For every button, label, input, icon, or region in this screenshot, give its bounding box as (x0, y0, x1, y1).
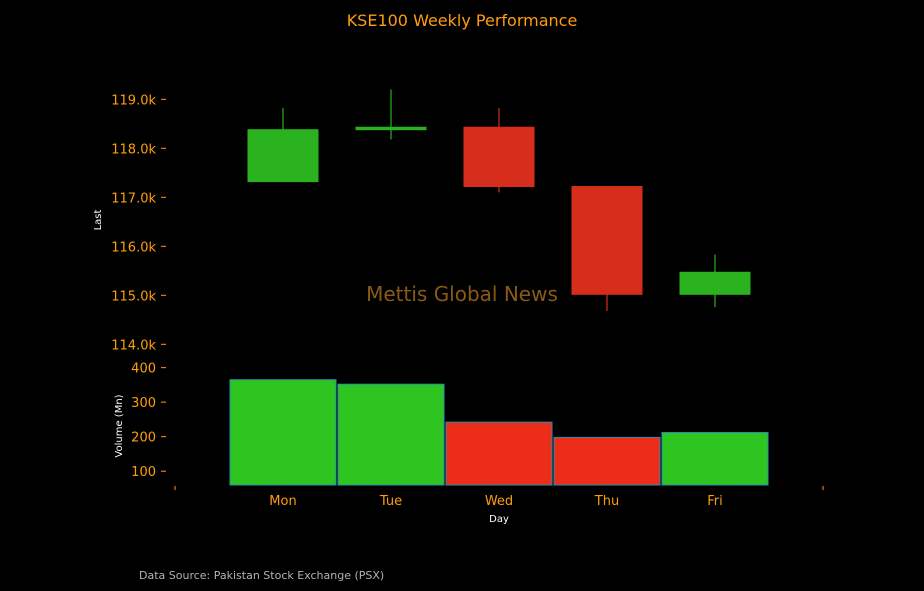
volume-panel: 100 200 300 400 Mon Tue Wed Thu Fri (131, 362, 824, 509)
volume-tick-label: 400 (131, 362, 156, 377)
price-tick-label: 117.0k (111, 191, 156, 206)
day-tick-label: Thu (594, 494, 619, 509)
price-tick-label: 114.0k (111, 338, 156, 353)
chart-title: KSE100 Weekly Performance (347, 11, 578, 30)
x-axis-label: Day (489, 514, 509, 525)
day-tick-label: Tue (379, 494, 402, 509)
volume-bar (661, 432, 769, 486)
data-source-note: Data Source: Pakistan Stock Exchange (PS… (139, 569, 385, 582)
volume-tick-label: 300 (131, 396, 156, 411)
day-tick-label: Wed (485, 494, 513, 509)
price-tick-label: 118.0k (111, 142, 156, 157)
watermark: Mettis Global News (366, 282, 558, 306)
candle-body (571, 186, 643, 295)
day-tick-label: Mon (269, 494, 296, 509)
candle-body (355, 126, 427, 131)
candle-body (679, 271, 751, 295)
volume-tick-label: 100 (131, 465, 156, 480)
volume-bar (445, 421, 553, 486)
volume-bar (337, 383, 445, 486)
volume-bar (553, 436, 661, 486)
candlestick-panel: 114.0k 115.0k 116.0k 117.0k 118.0k 119.0k (111, 89, 751, 353)
price-tick-label: 119.0k (111, 93, 156, 108)
price-tick-label: 115.0k (111, 289, 156, 304)
day-tick-label: Fri (707, 494, 723, 509)
volume-axis-label: Volume (Mn) (114, 394, 125, 457)
volume-tick-label: 200 (131, 431, 156, 446)
price-tick-label: 116.0k (111, 240, 156, 255)
price-axis-label: Last (93, 210, 104, 231)
candle-body (463, 126, 535, 188)
candle-body (247, 129, 319, 183)
volume-bar (229, 379, 337, 486)
